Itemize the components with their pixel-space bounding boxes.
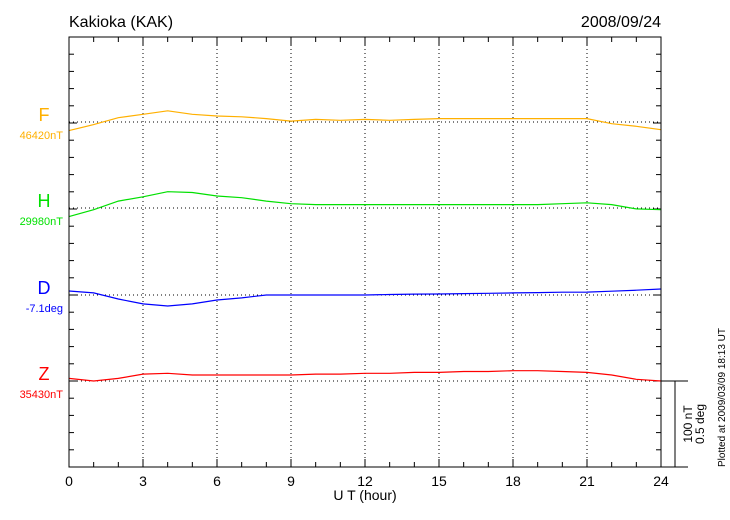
- series-name-D: D: [38, 278, 51, 298]
- series-baseline-D: -7.1deg: [26, 303, 63, 315]
- series-name-F: F: [39, 105, 50, 125]
- series-baseline-Z: 35430nT: [20, 389, 64, 401]
- x-tick-label: 6: [213, 473, 221, 489]
- series-line-F: [68, 110, 662, 132]
- x-tick-label: 15: [431, 473, 447, 489]
- scale-nt-label: 100 nT: [681, 405, 695, 443]
- chart-title: Kakioka (KAK): [69, 14, 173, 31]
- plot-frame: [68, 36, 662, 468]
- series-line-H: [68, 191, 662, 218]
- x-tick-label: 18: [505, 473, 521, 489]
- series-name-Z: Z: [39, 364, 50, 384]
- series-line-D: [68, 288, 662, 307]
- series-labels: F 46420nT H 29980nT D -7.1deg Z 35430nT: [20, 105, 64, 401]
- scale-bar: 100 nT 0.5 deg: [661, 380, 707, 468]
- chart-date: 2008/09/24: [581, 14, 661, 31]
- grid: [69, 37, 661, 467]
- x-tick-label: 0: [65, 473, 73, 489]
- plotted-note: Plotted at 2009/03/09 18:13 UT: [717, 328, 728, 467]
- x-tick-label: 12: [357, 473, 373, 489]
- series-line-Z: [68, 370, 662, 382]
- x-tick-label: 9: [287, 473, 295, 489]
- x-tick-label: 21: [579, 473, 595, 489]
- series-group: [68, 110, 662, 382]
- series-name-H: H: [38, 191, 51, 211]
- x-tick-label: 24: [653, 473, 669, 489]
- x-axis-label: U T (hour): [333, 487, 396, 503]
- series-baseline-H: 29980nT: [20, 216, 64, 228]
- x-tick-labels: 0 3 6 9 12 15 18 21 24: [65, 473, 669, 489]
- series-baseline-F: 46420nT: [20, 130, 64, 142]
- scale-deg-label: 0.5 deg: [693, 404, 707, 444]
- x-tick-label: 3: [139, 473, 147, 489]
